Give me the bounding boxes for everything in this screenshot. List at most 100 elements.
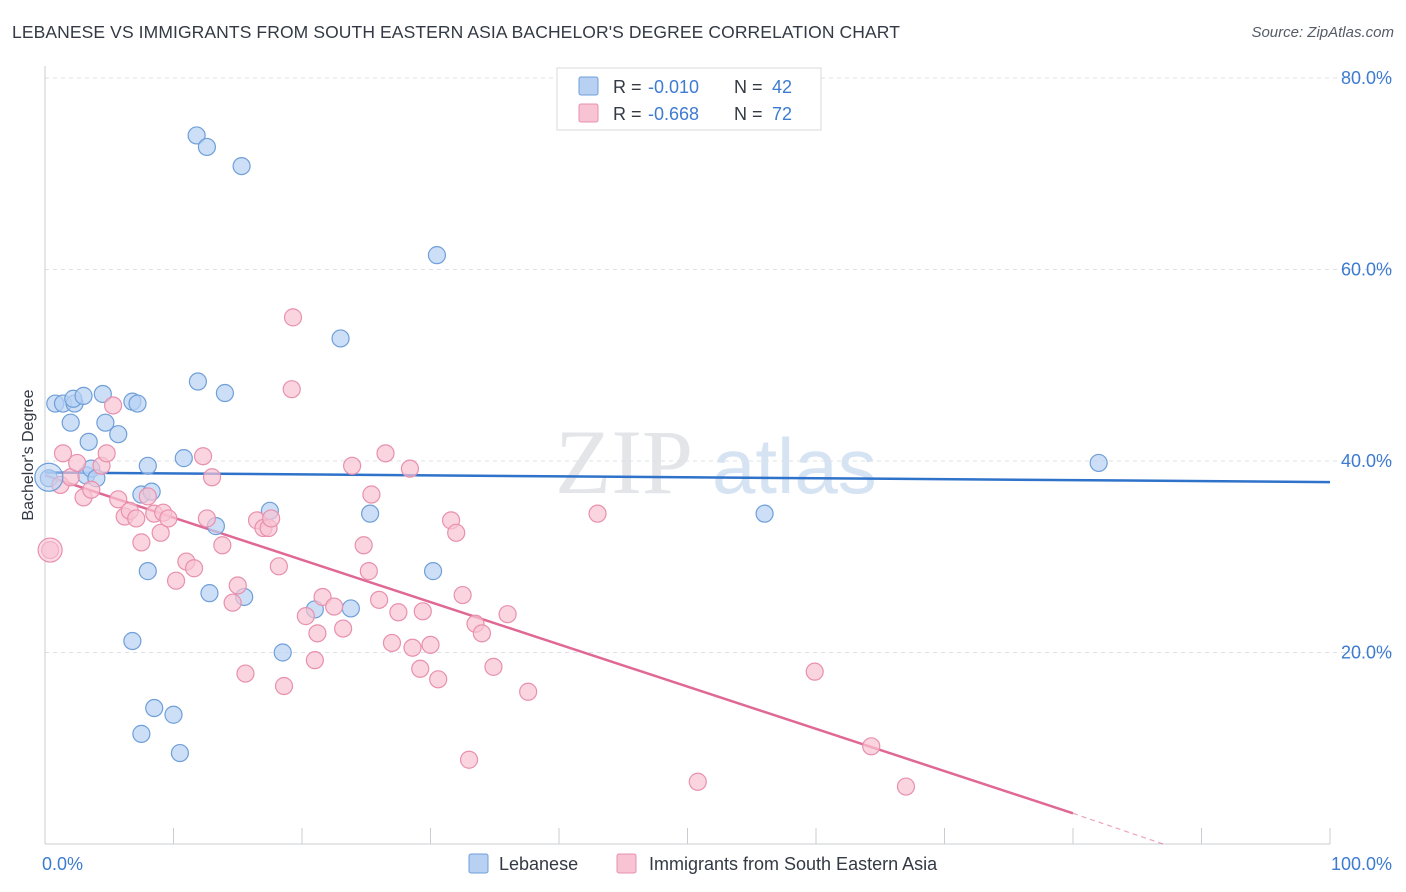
watermark-zip: ZIP	[555, 411, 693, 513]
legend-n-label-2: N =	[734, 104, 763, 124]
point-sea-51	[389, 603, 408, 622]
point-sea-23	[193, 447, 213, 466]
point-sea-50	[382, 633, 402, 653]
gridlines	[45, 77, 1392, 653]
legend-r-label-1: R =	[613, 77, 642, 97]
point-sea-35	[274, 676, 294, 696]
point-sea-47	[362, 485, 381, 504]
source-label: Source: ZipAtlas.com	[1251, 24, 1394, 41]
point-lebanese-37	[341, 599, 360, 618]
tick-labels: 20.0% 40.0% 60.0% 80.0% 0.0% 100.0%	[42, 68, 1392, 874]
point-lebanese-8	[79, 432, 98, 451]
point-sea-55	[413, 602, 432, 621]
point-lebanese-31	[232, 156, 251, 176]
point-lebanese-19	[138, 562, 157, 581]
bottom-legend: Lebanese Immigrants from South Eastern A…	[468, 853, 938, 874]
chart-title: LEBANESE VS IMMIGRANTS FROM SOUTH EASTER…	[12, 22, 901, 42]
point-sea-70	[862, 737, 881, 756]
point-sea-2	[53, 444, 73, 463]
point-lebanese-25	[187, 126, 206, 145]
y-axis-label: Bachelor's Degree	[20, 389, 37, 520]
y-tick-label-1: 40.0%	[1341, 451, 1392, 471]
point-lebanese-12	[96, 413, 115, 432]
point-lebanese-34	[273, 643, 292, 662]
trend-line-sea	[44, 474, 1074, 815]
point-sea-28	[228, 576, 247, 595]
point-lebanese-27	[197, 137, 217, 157]
y-tick-label-0: 20.0%	[1341, 643, 1392, 663]
point-lebanese-36	[331, 329, 350, 348]
point-sea-26	[213, 536, 232, 555]
point-sea-22	[184, 559, 204, 578]
point-sea-37	[283, 308, 303, 327]
point-sea-17	[151, 523, 170, 542]
point-lebanese-23	[170, 743, 190, 763]
legend-box: R = -0.010 N = 42 R = -0.668 N = 72	[556, 67, 822, 131]
point-sea-42	[325, 597, 344, 616]
point-sea-45	[354, 536, 373, 555]
point-sea-19	[159, 509, 178, 528]
legend-n-value-2: 72	[772, 104, 792, 124]
point-sea-cluster	[37, 537, 63, 563]
bottom-legend-lebanese: Lebanese	[499, 854, 578, 874]
legend-r-value-1: -0.010	[648, 77, 699, 97]
point-sea-33	[262, 509, 281, 528]
point-lebanese-21	[132, 724, 151, 743]
point-sea-66	[519, 682, 538, 701]
point-lebanese-30	[215, 383, 234, 403]
point-sea-36	[282, 380, 301, 399]
point-lebanese-15	[128, 394, 147, 413]
point-lebanese-28	[200, 584, 219, 603]
y-tick-label-2: 60.0%	[1341, 260, 1392, 280]
point-sea-60	[453, 585, 472, 605]
point-sea-65	[498, 605, 517, 624]
point-sea-61	[459, 750, 479, 769]
point-lebanese-38	[361, 504, 380, 523]
point-sea-64	[484, 657, 503, 676]
point-sea-67	[588, 504, 607, 523]
point-sea-44	[343, 456, 362, 475]
point-lebanese-41	[1089, 453, 1108, 473]
point-sea-69	[805, 662, 824, 681]
point-lebanese-39	[423, 562, 443, 581]
bottom-legend-sea: Immigrants from South Eastern Asia	[649, 854, 938, 874]
legend-n-value-1: 42	[772, 77, 792, 97]
legend-r-label-2: R =	[613, 104, 642, 124]
point-lebanese-17	[138, 456, 157, 475]
point-lebanese-11	[93, 384, 112, 404]
point-lebanese-42	[123, 631, 142, 651]
point-sea-57	[429, 670, 448, 689]
point-sea-10	[109, 490, 128, 509]
legend-swatch-lebanese	[578, 76, 599, 96]
y-tick-label-3: 80.0%	[1341, 68, 1392, 88]
legend-n-label-1: N =	[734, 77, 763, 97]
trend-lines	[44, 471, 1331, 845]
point-sea-38	[296, 607, 315, 626]
point-lebanese-43	[755, 504, 774, 523]
point-lebanese-20	[145, 698, 164, 718]
trend-line-lebanese	[44, 471, 1331, 484]
point-sea-14	[132, 533, 151, 552]
point-sea-25	[202, 468, 222, 487]
point-sea-24	[197, 509, 217, 528]
point-sea-63	[472, 624, 491, 643]
point-lebanese-6	[74, 386, 93, 405]
point-sea-34	[269, 557, 288, 576]
point-lebanese-26	[188, 372, 208, 391]
point-sea-4	[68, 453, 87, 473]
point-sea-48	[370, 590, 389, 609]
bottom-legend-swatch-sea	[616, 853, 637, 874]
point-sea-13	[127, 509, 146, 528]
point-sea-6	[82, 480, 101, 499]
point-lebanese-3	[61, 413, 80, 432]
bottom-legend-swatch-lebanese	[468, 853, 489, 874]
point-sea-43	[334, 619, 353, 638]
watermark-atlas: atlas	[712, 422, 877, 510]
point-sea-53	[403, 638, 422, 657]
point-lebanese-40	[427, 246, 447, 265]
point-sea-49	[376, 444, 395, 463]
axes	[44, 66, 1331, 845]
point-lebanese-24	[174, 449, 193, 468]
legend-swatch-sea	[578, 103, 599, 123]
